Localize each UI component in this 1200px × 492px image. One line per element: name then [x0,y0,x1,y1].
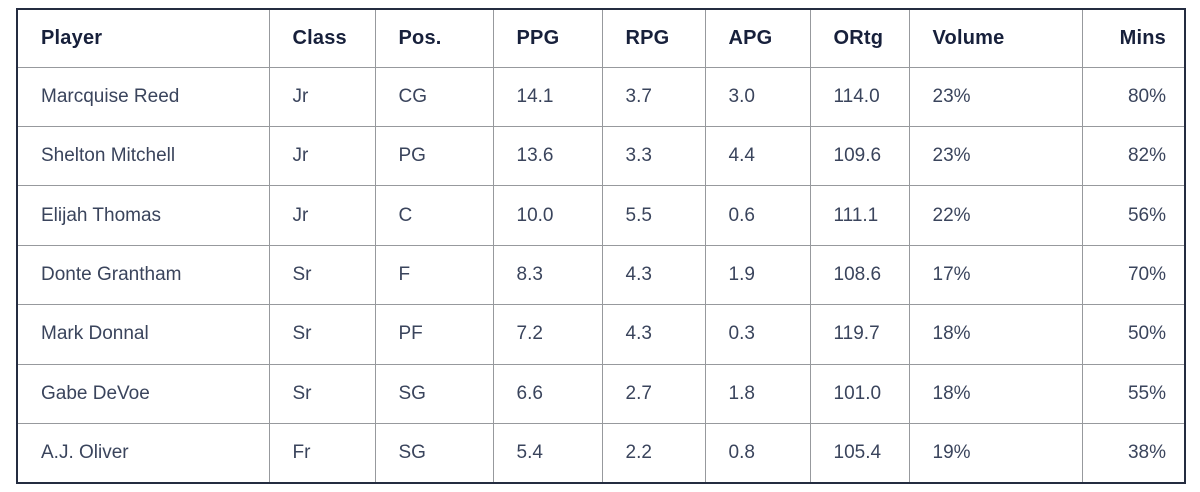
table-body: Marcquise Reed Jr CG 14.1 3.7 3.0 114.0 … [16,66,1186,484]
column-header-apg: APG [704,8,811,68]
cell-ppg: 14.1 [492,66,603,127]
table-row: Elijah Thomas Jr C 10.0 5.5 0.6 111.1 22… [16,185,1186,246]
cell-rpg: 2.7 [601,363,706,425]
cell-pos: PF [374,304,494,365]
cell-player: Gabe DeVoe [16,363,270,425]
cell-apg: 4.4 [704,125,811,187]
cell-mins: 70% [1081,244,1186,306]
cell-volume: 19% [908,423,1083,484]
cell-player: Shelton Mitchell [16,125,270,187]
cell-rpg: 4.3 [601,304,706,365]
cell-ppg: 8.3 [492,244,603,306]
cell-player: Mark Donnal [16,304,270,365]
cell-pos: PG [374,125,494,187]
cell-player: Donte Grantham [16,244,270,306]
cell-ortg: 119.7 [809,304,910,365]
cell-pos: C [374,185,494,246]
cell-apg: 1.9 [704,244,811,306]
cell-ortg: 109.6 [809,125,910,187]
table-row: Marcquise Reed Jr CG 14.1 3.7 3.0 114.0 … [16,66,1186,127]
cell-rpg: 5.5 [601,185,706,246]
cell-rpg: 3.7 [601,66,706,127]
cell-volume: 17% [908,244,1083,306]
cell-mins: 38% [1081,423,1186,484]
column-header-class: Class [268,8,376,68]
cell-mins: 55% [1081,363,1186,425]
cell-ppg: 6.6 [492,363,603,425]
table-row: A.J. Oliver Fr SG 5.4 2.2 0.8 105.4 19% … [16,423,1186,484]
column-header-ortg: ORtg [809,8,910,68]
cell-pos: F [374,244,494,306]
cell-rpg: 4.3 [601,244,706,306]
cell-class: Jr [268,125,376,187]
table-row: Mark Donnal Sr PF 7.2 4.3 0.3 119.7 18% … [16,304,1186,365]
cell-ppg: 10.0 [492,185,603,246]
table-row: Donte Grantham Sr F 8.3 4.3 1.9 108.6 17… [16,244,1186,306]
player-stats-table-container: Player Class Pos. PPG RPG APG ORtg Volum… [16,8,1186,484]
column-header-rpg: RPG [601,8,706,68]
cell-pos: CG [374,66,494,127]
cell-ortg: 108.6 [809,244,910,306]
player-stats-table: Player Class Pos. PPG RPG APG ORtg Volum… [16,8,1186,484]
cell-apg: 0.3 [704,304,811,365]
cell-apg: 3.0 [704,66,811,127]
cell-volume: 23% [908,66,1083,127]
cell-volume: 22% [908,185,1083,246]
cell-apg: 1.8 [704,363,811,425]
cell-mins: 50% [1081,304,1186,365]
table-row: Gabe DeVoe Sr SG 6.6 2.7 1.8 101.0 18% 5… [16,363,1186,425]
cell-player: A.J. Oliver [16,423,270,484]
cell-class: Fr [268,423,376,484]
header-row: Player Class Pos. PPG RPG APG ORtg Volum… [16,8,1186,68]
cell-rpg: 2.2 [601,423,706,484]
cell-ortg: 101.0 [809,363,910,425]
cell-mins: 82% [1081,125,1186,187]
cell-class: Sr [268,363,376,425]
cell-apg: 0.8 [704,423,811,484]
cell-ppg: 7.2 [492,304,603,365]
cell-mins: 80% [1081,66,1186,127]
column-header-mins: Mins [1081,8,1186,68]
table-row: Shelton Mitchell Jr PG 13.6 3.3 4.4 109.… [16,125,1186,187]
cell-pos: SG [374,363,494,425]
cell-ortg: 111.1 [809,185,910,246]
column-header-pos: Pos. [374,8,494,68]
cell-class: Jr [268,185,376,246]
cell-ppg: 13.6 [492,125,603,187]
cell-ortg: 105.4 [809,423,910,484]
cell-class: Jr [268,66,376,127]
cell-volume: 18% [908,304,1083,365]
cell-volume: 18% [908,363,1083,425]
column-header-ppg: PPG [492,8,603,68]
cell-mins: 56% [1081,185,1186,246]
cell-class: Sr [268,244,376,306]
cell-player: Elijah Thomas [16,185,270,246]
column-header-player: Player [16,8,270,68]
table-header: Player Class Pos. PPG RPG APG ORtg Volum… [16,8,1186,68]
cell-pos: SG [374,423,494,484]
cell-class: Sr [268,304,376,365]
cell-ppg: 5.4 [492,423,603,484]
cell-rpg: 3.3 [601,125,706,187]
cell-player: Marcquise Reed [16,66,270,127]
cell-volume: 23% [908,125,1083,187]
cell-apg: 0.6 [704,185,811,246]
cell-ortg: 114.0 [809,66,910,127]
column-header-volume: Volume [908,8,1083,68]
